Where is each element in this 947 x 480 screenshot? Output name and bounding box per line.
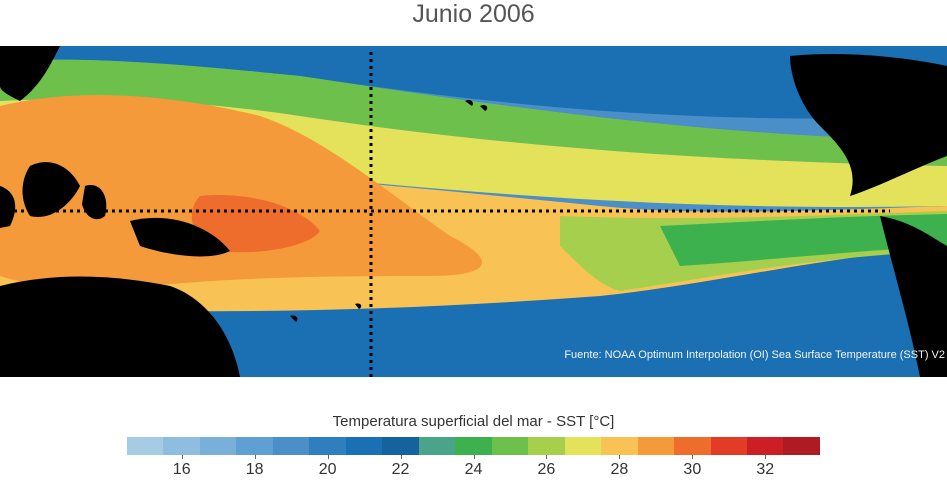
color-swatch bbox=[746, 437, 784, 455]
color-swatch bbox=[710, 437, 747, 455]
legend-title: Temperatura superficial del mar - SST [°… bbox=[332, 413, 615, 430]
land-south-america bbox=[880, 216, 947, 377]
color-swatch bbox=[382, 437, 419, 455]
color-swatch bbox=[564, 437, 602, 455]
color-swatch bbox=[418, 437, 456, 455]
color-swatch bbox=[455, 437, 492, 455]
color-bar-tick-label: 16 bbox=[172, 461, 191, 478]
land-americas-north bbox=[790, 54, 947, 196]
color-swatch bbox=[309, 437, 346, 455]
sst-map-canvas bbox=[0, 46, 947, 377]
color-bar bbox=[127, 437, 820, 455]
source-credit: Fuente: NOAA Optimum Interpolation (OI) … bbox=[564, 349, 945, 361]
color-swatch bbox=[674, 437, 711, 455]
land-pacific-islands bbox=[290, 303, 362, 322]
color-bar-tick-label: 22 bbox=[391, 461, 410, 478]
color-swatch bbox=[528, 437, 565, 455]
color-swatch bbox=[345, 437, 383, 455]
color-bar-ticks: 16 18 20 22 24 26 28 30 32 bbox=[127, 455, 820, 480]
color-bar-tick-label: 32 bbox=[756, 461, 775, 478]
color-bar-tick bbox=[546, 455, 548, 459]
color-bar-tick-label: 28 bbox=[610, 461, 629, 478]
color-bar-tick-label: 18 bbox=[245, 461, 264, 478]
color-bar-tick bbox=[619, 455, 621, 459]
color-bar-tick bbox=[181, 455, 183, 459]
color-bar-tick-label: 24 bbox=[464, 461, 483, 478]
land-sumatra bbox=[0, 186, 16, 228]
color-bar-tick bbox=[692, 455, 694, 459]
land-new-guinea bbox=[130, 217, 230, 257]
land-borneo bbox=[22, 162, 80, 217]
region-warm-pool-core bbox=[191, 195, 320, 253]
color-swatch bbox=[199, 437, 237, 455]
color-bar-tick-label: 26 bbox=[537, 461, 556, 478]
color-bar-tick bbox=[765, 455, 767, 459]
color-swatch bbox=[637, 437, 675, 455]
color-swatch bbox=[601, 437, 638, 455]
color-bar-tick bbox=[327, 455, 329, 459]
land-masses bbox=[0, 46, 947, 377]
color-swatch bbox=[127, 437, 164, 455]
color-bar-tick bbox=[473, 455, 475, 459]
color-bar-tick bbox=[254, 455, 256, 459]
land-hawaii bbox=[465, 99, 488, 111]
color-swatch bbox=[163, 437, 200, 455]
land-asia bbox=[0, 46, 60, 101]
color-swatch bbox=[236, 437, 273, 455]
color-swatch bbox=[783, 437, 820, 455]
page-title: Junio 2006 bbox=[412, 0, 535, 28]
color-bar-tick-label: 30 bbox=[683, 461, 702, 478]
color-swatch bbox=[491, 437, 529, 455]
region-west-pacific-warm-pool bbox=[0, 95, 483, 288]
land-australia bbox=[0, 276, 240, 377]
sst-map bbox=[0, 46, 947, 377]
region-north-band bbox=[0, 59, 947, 166]
region-cold-tongue bbox=[660, 214, 947, 266]
color-bar-tick-label: 20 bbox=[318, 461, 337, 478]
color-bar-tick bbox=[400, 455, 402, 459]
color-swatch bbox=[272, 437, 310, 455]
region-north-cold bbox=[0, 46, 947, 119]
